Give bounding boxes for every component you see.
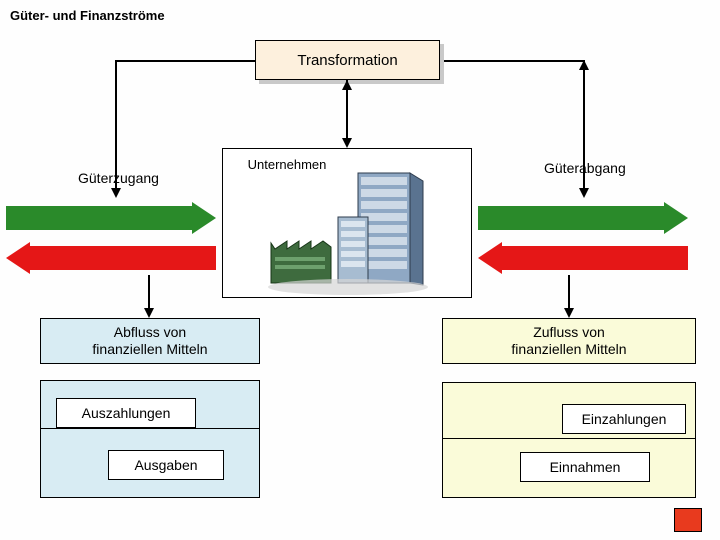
red-arrow-left-body <box>30 246 216 270</box>
arrowhead-down-to-company <box>342 138 352 148</box>
abfluss-box: Abfluss von finanziellen Mitteln <box>40 318 260 364</box>
right-vline-arrowhead-up <box>579 60 589 70</box>
right-vline-arrowhead-down <box>579 188 589 198</box>
zufluss-label: Zufluss von finanziellen Mitteln <box>511 324 626 358</box>
green-arrow-left-body <box>6 206 192 230</box>
gueterzugang-label: Güterzugang <box>78 170 159 186</box>
auszahlungen-box: Auszahlungen <box>56 398 196 428</box>
green-arrow-right-body <box>478 206 664 230</box>
einnahmen-label: Einnahmen <box>550 459 621 475</box>
gueterabgang-label: Güterabgang <box>544 160 626 176</box>
einzahlungen-label: Einzahlungen <box>582 411 667 427</box>
einzahlungen-box: Einzahlungen <box>562 404 686 434</box>
red-square-icon <box>674 508 702 532</box>
left-connector-down <box>148 275 150 310</box>
red-arrow-right-body <box>502 246 688 270</box>
green-arrow-left-head <box>192 202 216 234</box>
transformation-label: Transformation <box>297 52 397 69</box>
auszahlungen-label: Auszahlungen <box>82 405 171 421</box>
green-arrow-right-head <box>664 202 688 234</box>
transformation-box: Transformation <box>255 40 440 80</box>
ausgaben-box: Ausgaben <box>108 450 224 480</box>
zufluss-box: Zufluss von finanziellen Mitteln <box>442 318 696 364</box>
arrowhead-up-to-transform <box>342 80 352 90</box>
einnahmen-box: Einnahmen <box>520 452 650 482</box>
company-illustration <box>263 167 433 297</box>
ausgaben-label: Ausgaben <box>134 457 197 473</box>
left-vline-arrowhead <box>111 188 121 198</box>
right-connector-down <box>568 275 570 310</box>
red-arrow-left-head <box>6 242 30 274</box>
abfluss-label: Abfluss von finanziellen Mitteln <box>92 324 207 358</box>
red-arrow-right-head <box>478 242 502 274</box>
page-title: Güter- und Finanzströme <box>10 8 165 23</box>
right-connector-arrowhead <box>564 308 574 318</box>
company-box: Unternehmen <box>222 148 472 298</box>
left-connector-arrowhead <box>144 308 154 318</box>
